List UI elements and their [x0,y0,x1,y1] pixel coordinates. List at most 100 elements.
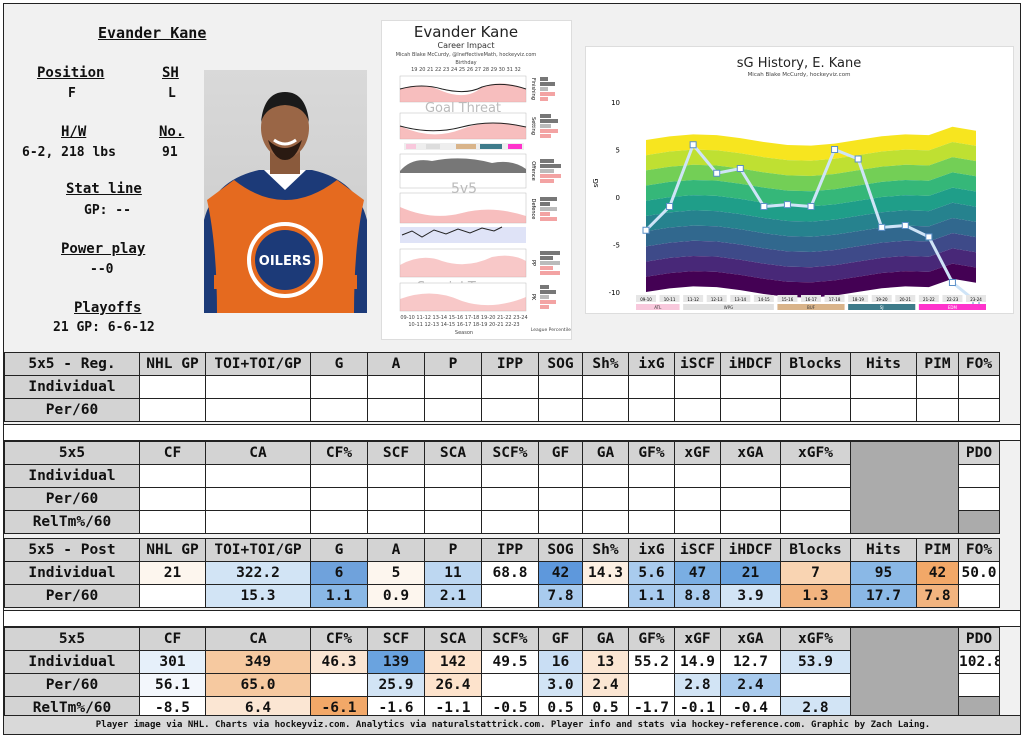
sg-point [666,203,674,210]
sg-season-box [777,295,798,302]
sg-point [831,146,839,153]
position-value: F [68,86,76,101]
percentile-bar [540,197,557,201]
hdr-nhl-gp: NHL GP [139,352,206,376]
career-right-label: Defence [530,199,536,220]
stat-cell: -0.1 [674,696,721,720]
stat-cell: 8.8 [674,584,721,608]
footer-credits: Player image via NHL. Charts via hockeyv… [4,715,1020,734]
svg-text:OILERS: OILERS [259,254,311,269]
percentile-bar [540,295,549,299]
hdr-iscf: iSCF [674,352,721,376]
sg-season-box [659,295,680,302]
playoffs-line: 21 GP: 6-6-12 [53,320,155,335]
row-label: Per/60 [4,398,140,422]
stat-cell: 5 [367,561,425,585]
stat-cell: 68.8 [481,561,539,585]
career-right-label: Finishing [530,78,536,100]
stat-cell: 14.3 [582,561,629,585]
hdr-sog: SOG [538,352,583,376]
stat-cell: 47 [674,561,721,585]
percentile-bar [540,77,548,81]
number-label: No. [159,124,185,140]
sg-season-box [942,295,963,302]
sg-season-label: 16-17 [805,297,817,302]
percentile-bar [540,285,549,289]
playoffs-label: Playoffs [74,300,142,316]
sg-season-box [753,295,774,302]
sg-season-box [966,295,986,302]
percentile-bar [540,82,555,86]
stat-cell: 53.9 [780,650,851,674]
sg-point [878,223,886,231]
hdr-ixg: ixG [628,538,675,562]
birthday-label: Birthday [455,60,476,66]
sg-ytick: -10 [609,289,620,297]
sg-history-chart: sG History, E. Kane Micah Blake McCurdy,… [585,46,1014,314]
sg-band [646,141,976,176]
goal-threat-label: Goal Threat [425,101,501,116]
percentile-bar [540,159,554,163]
row-label: Per/60 [4,673,140,697]
percentile-bar [540,174,561,178]
sg-season-label: 21-22 [923,297,935,302]
percentile-bar [540,305,549,309]
stat-cell [139,584,206,608]
hdr-xga: xGA [720,441,781,465]
stat-cell: -8.5 [139,696,206,720]
stat-cell: 15.3 [205,584,311,608]
sg-season-label: 12-13 [711,297,723,302]
sg-season-label: 11-12 [687,297,699,302]
hdr-xgf: xGF [674,627,721,651]
row-label: Per/60 [4,584,140,608]
player-card: Evander Kane Position SH F L H/W No. 6-2… [3,3,1021,735]
pdo-value: 102.8 [958,650,1000,674]
stat-cell: 2.4 [582,673,629,697]
row-label: Individual [4,375,140,399]
stat-cell: 12.7 [720,650,781,674]
hdr-pim: PIM [916,538,959,562]
sg-point [736,165,744,172]
sg-band [646,248,976,283]
season-axis-label: Season [455,330,473,336]
stat-cell: 3.9 [720,584,781,608]
sg-chart-credit: Micah Blake McCurdy, hockeyviz.com [748,72,851,78]
stat-cell [481,584,539,608]
hdr-ixg: ixG [628,352,675,376]
sg-season-box [848,295,869,302]
stat-cell: 11 [424,561,482,585]
sg-band [646,202,976,237]
sg-team-label: EDM [948,305,958,310]
hdr-hits: Hits [850,352,917,376]
stat-cell: 1.1 [310,584,368,608]
reg-onice-reltm-row: RelTm%/60 [4,510,1000,534]
stat-cell: 21 [720,561,781,585]
table-separator [4,610,1020,627]
stat-cell: 42 [916,561,959,585]
sg-season-label: 20-21 [899,297,911,302]
hdr-xga: xGA [720,627,781,651]
powerplay-label: Power play [61,241,146,257]
statline-label: Stat line [66,181,142,197]
sg-band [646,187,976,222]
sg-team-bar [848,304,916,310]
sg-season-label: 13-14 [734,297,746,302]
hdr-a: A [367,352,425,376]
career-right-label: PK [530,294,536,301]
stat-cell: 14.9 [674,650,721,674]
reg-individual-row: Individual [4,375,1000,399]
hdr-fo-pct: FO% [958,538,1000,562]
stat-cell: 46.3 [310,650,368,674]
hdr-hits: Hits [850,538,917,562]
hdr-ca: CA [205,627,311,651]
sg-point [901,222,909,229]
sg-season-box [683,295,704,302]
percentile-bar [540,179,554,183]
hdr-cf: CF [139,627,206,651]
sg-season-label: 22-23 [947,297,959,302]
sg-point [807,203,815,210]
stat-cell [310,673,368,697]
hdr-p: P [424,538,482,562]
stat-cell: 50.0 [958,561,1000,585]
table-separator [4,424,1020,441]
